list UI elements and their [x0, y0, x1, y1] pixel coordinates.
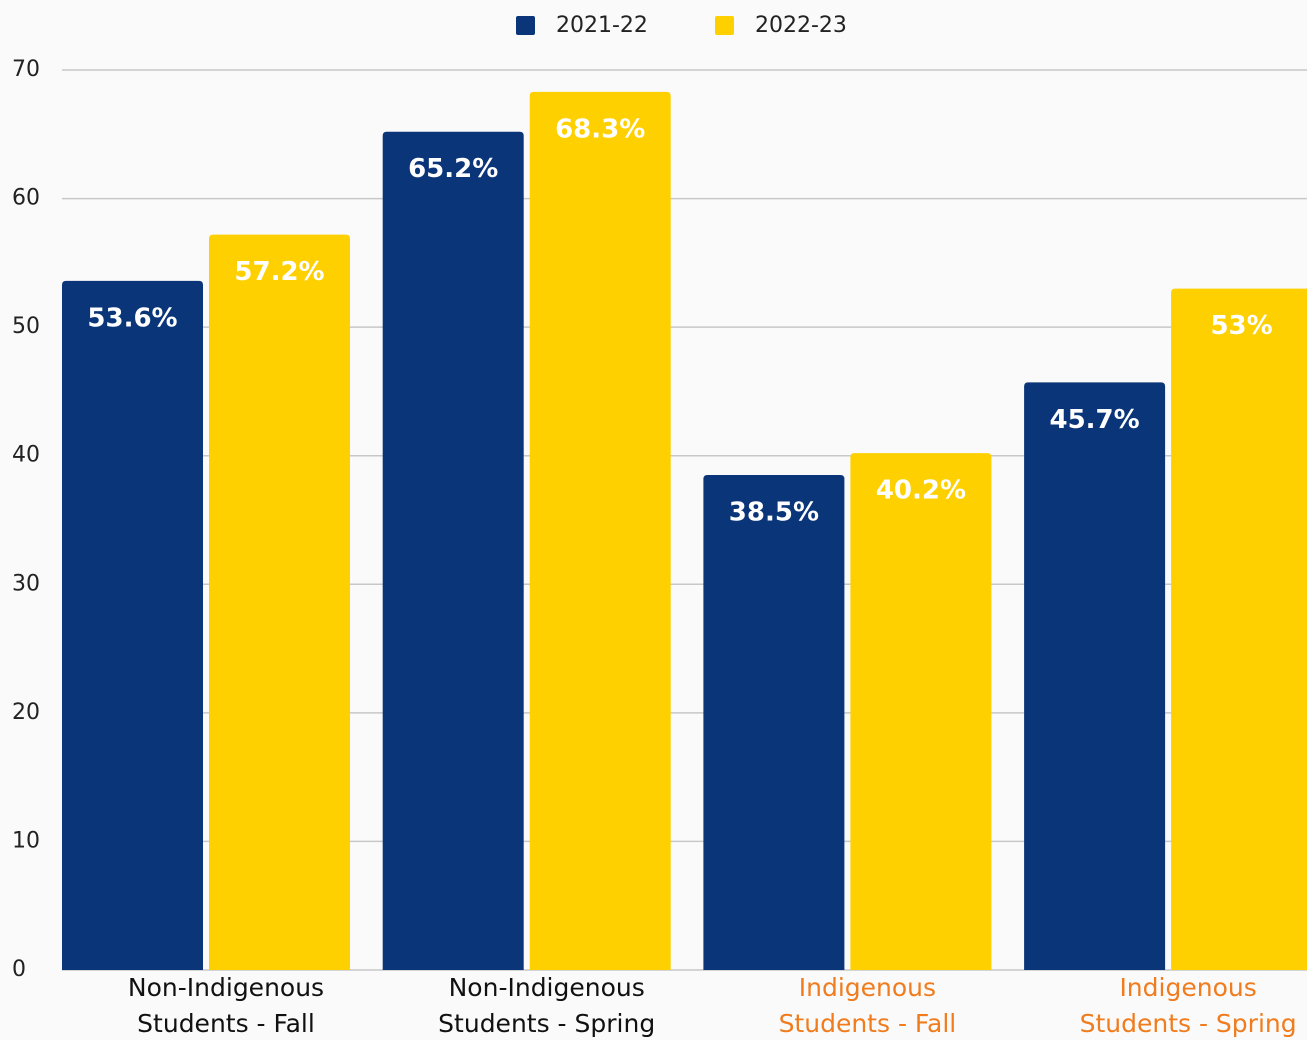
y-tick-label: 30 [12, 571, 40, 596]
y-tick-label: 0 [12, 957, 26, 982]
y-tick-label: 10 [12, 828, 40, 853]
legend-label: 2021-22 [556, 13, 648, 38]
bar [529, 91, 671, 971]
bar [209, 234, 350, 971]
data-label: 40.2% [876, 476, 966, 506]
bar [850, 453, 992, 971]
data-label: 45.7% [1049, 405, 1139, 435]
data-label: 53.6% [87, 303, 177, 333]
x-tick-label: Indigenous Students - Fall [778, 973, 957, 1038]
y-tick-label: 20 [12, 700, 40, 725]
y-tick-label: 70 [12, 57, 40, 82]
data-label: 53% [1210, 311, 1272, 341]
data-label: 57.2% [234, 257, 324, 287]
bar [1171, 288, 1307, 970]
legend-swatch [715, 16, 734, 35]
bar [1024, 382, 1166, 970]
y-tick-label: 60 [12, 186, 40, 211]
x-tick-label: Non-Indigenous Students - Fall [127, 973, 325, 1038]
x-tick-label: Non-Indigenous Students - Spring [438, 973, 656, 1038]
bar [62, 280, 203, 970]
legend-label: 2022-23 [755, 13, 847, 38]
legend-swatch [516, 16, 535, 35]
x-tick-label: Indigenous Students - Spring [1079, 973, 1297, 1038]
bar [703, 475, 845, 970]
data-label: 68.3% [555, 114, 645, 144]
bar [382, 131, 524, 970]
data-label: 65.2% [408, 154, 498, 184]
y-tick-label: 40 [12, 443, 40, 468]
data-label: 38.5% [729, 498, 819, 528]
y-tick-label: 50 [12, 314, 40, 339]
